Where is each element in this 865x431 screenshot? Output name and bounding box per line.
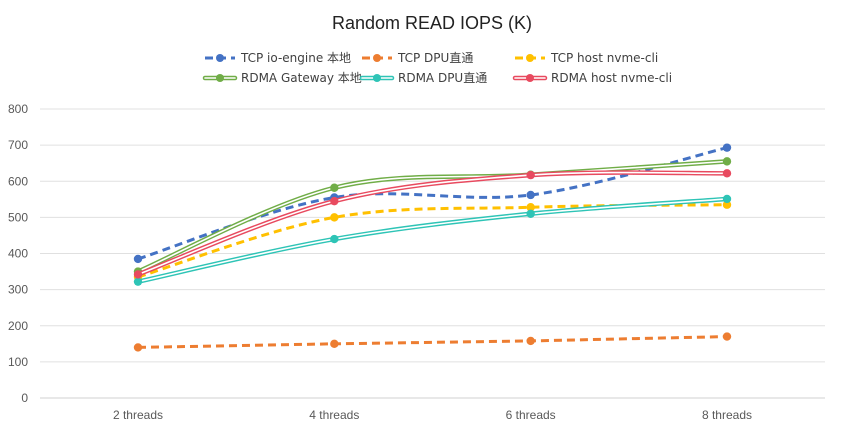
legend-item: TCP DPU直通	[362, 51, 473, 65]
legend-marker	[216, 74, 224, 82]
series-lines	[133, 143, 732, 352]
data-point	[722, 332, 732, 341]
legend-item: RDMA host nvme-cli	[512, 71, 672, 85]
axes: 0 100 200 300 400 500 600 700 800 2 threads 4 thre…	[8, 102, 825, 422]
data-point	[133, 277, 143, 286]
legend-item: TCP host nvme-cli	[515, 51, 658, 65]
legend-item: TCP io-engine 本地	[205, 51, 351, 65]
legend-label: TCP io-engine 本地	[240, 51, 351, 65]
x-tick-label: 6 threads	[506, 408, 556, 422]
series-line-inner	[137, 198, 728, 283]
legend-marker	[526, 54, 534, 62]
data-point	[330, 339, 339, 349]
y-tick-label: 200	[8, 319, 28, 333]
y-tick-label: 600	[8, 174, 28, 188]
data-point	[133, 343, 143, 352]
legend-marker	[526, 74, 534, 82]
data-point	[330, 196, 339, 206]
data-point	[133, 254, 143, 264]
series-4	[133, 157, 732, 276]
y-tick-label: 400	[8, 247, 28, 261]
gridlines	[40, 108, 825, 363]
series-5	[133, 194, 732, 286]
data-point	[526, 170, 535, 180]
x-tick-label: 4 threads	[309, 408, 359, 422]
legend-label: TCP DPU直通	[397, 51, 473, 65]
legend-item: RDMA Gateway 本地	[202, 71, 362, 85]
legend-label: RDMA host nvme-cli	[551, 71, 672, 85]
series-line-outer	[135, 159, 730, 274]
legend-label: TCP host nvme-cli	[550, 51, 658, 65]
series-line-inner	[137, 171, 728, 276]
data-point	[330, 183, 339, 192]
data-point	[722, 169, 732, 178]
y-tick-label: 100	[8, 355, 28, 369]
data-point	[133, 270, 143, 279]
data-point	[722, 143, 732, 152]
data-point	[526, 203, 535, 212]
chart-title: Random READ IOPS (K)	[332, 13, 532, 33]
y-tick-label: 700	[8, 138, 28, 152]
series-line-inner	[137, 160, 728, 273]
y-tick-label: 500	[8, 210, 28, 224]
legend-label: RDMA Gateway 本地	[241, 71, 362, 85]
data-point	[526, 336, 535, 346]
y-tick-label: 0	[21, 391, 28, 405]
legend-item: RDMA DPU直通	[359, 71, 487, 85]
legend-marker	[373, 54, 381, 62]
series-6	[133, 169, 732, 279]
series-2	[133, 332, 732, 352]
data-point	[526, 190, 535, 200]
data-point	[722, 200, 732, 209]
y-tick-label: 800	[8, 102, 28, 116]
data-point	[722, 194, 732, 204]
x-tick-label: 2 threads	[113, 408, 163, 422]
legend-marker	[216, 54, 224, 62]
data-point	[330, 234, 339, 244]
data-point	[330, 213, 339, 222]
legend-marker	[373, 74, 381, 82]
legend: TCP io-engine 本地 TCP DPU直通 TCP host nvme-c…	[202, 51, 672, 85]
x-tick-label: 8 threads	[702, 408, 752, 422]
y-tick-label: 300	[8, 283, 28, 297]
legend-label: RDMA DPU直通	[398, 71, 487, 85]
series-line	[137, 335, 728, 349]
data-point	[526, 209, 535, 218]
data-point	[722, 157, 732, 166]
